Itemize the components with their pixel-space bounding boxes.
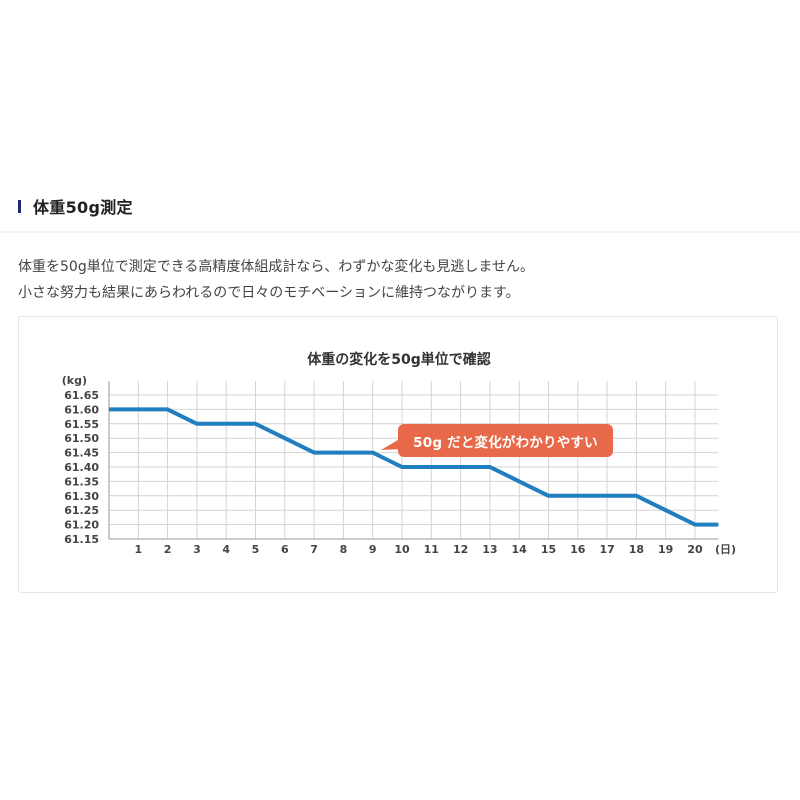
x-tick-label: 14 — [512, 543, 528, 556]
y-tick-label: 61.15 — [64, 533, 99, 546]
chart-grid — [108, 381, 719, 540]
callout-bubble: 50g だと変化がわかりやすい — [398, 424, 613, 457]
x-tick-label: 1 — [134, 543, 142, 556]
x-tick-label: 13 — [482, 543, 497, 556]
description: 体重を50g単位で測定できる高精度体組成計なら、わずかな変化も見逃しません。 小… — [18, 254, 534, 306]
callout-text: 50g だと変化がわかりやすい — [413, 434, 598, 451]
y-tick-label: 61.55 — [64, 418, 99, 431]
x-axis-unit-label: (日) — [715, 543, 736, 556]
chart-title: 体重の変化を50g単位で確認 — [307, 351, 491, 368]
x-tick-label: 4 — [222, 543, 230, 556]
weight-series-line — [109, 407, 719, 527]
heading-accent-bar — [18, 199, 21, 213]
x-tick-label: 8 — [340, 543, 348, 556]
x-tick-label: 9 — [369, 543, 377, 556]
x-tick-label: 3 — [193, 543, 201, 556]
y-tick-label: 61.65 — [64, 389, 99, 402]
y-tick-label: 61.45 — [64, 447, 99, 460]
y-tick-label: 61.20 — [64, 519, 99, 532]
x-tick-label: 20 — [687, 543, 703, 556]
y-tick-label: 61.30 — [64, 490, 99, 503]
x-tick-label: 2 — [164, 543, 172, 556]
x-tick-label: 15 — [541, 543, 556, 556]
x-tick-label: 6 — [281, 543, 289, 556]
y-tick-label: 61.60 — [64, 403, 99, 416]
y-tick-label: 61.50 — [64, 432, 99, 445]
y-axis-unit-label: (kg) — [62, 374, 87, 387]
x-axis-ticks: 1 2 3 4 5 6 7 8 9 10 11 12 13 14 15 16 17 18 19 20 — [134, 543, 703, 556]
x-tick-label: 18 — [629, 543, 644, 556]
x-tick-label: 17 — [599, 543, 614, 556]
x-tick-label: 16 — [570, 543, 586, 556]
section-heading: 体重50g測定 — [18, 193, 133, 219]
section-title: 体重50g測定 — [33, 198, 133, 217]
chart-card: 体重の変化を50g単位で確認 61.65 61.60 61.55 61.50 61.45… — [18, 316, 778, 593]
y-tick-label: 61.25 — [64, 504, 99, 517]
x-tick-label: 19 — [658, 543, 673, 556]
callout-tail — [381, 437, 403, 450]
y-tick-label: 61.35 — [64, 475, 99, 488]
x-tick-label: 10 — [394, 543, 410, 556]
x-tick-label: 5 — [252, 543, 260, 556]
description-line-2: 小さな努力も結果にあらわれるので日々のモチベーションに維持つながります。 — [18, 285, 520, 301]
x-tick-label: 12 — [453, 543, 468, 556]
section-divider — [0, 231, 800, 233]
x-tick-label: 11 — [424, 543, 439, 556]
x-tick-label: 7 — [310, 543, 318, 556]
y-tick-label: 61.40 — [64, 461, 99, 474]
description-line-1: 体重を50g単位で測定できる高精度体組成計なら、わずかな変化も見逃しません。 — [18, 259, 534, 275]
